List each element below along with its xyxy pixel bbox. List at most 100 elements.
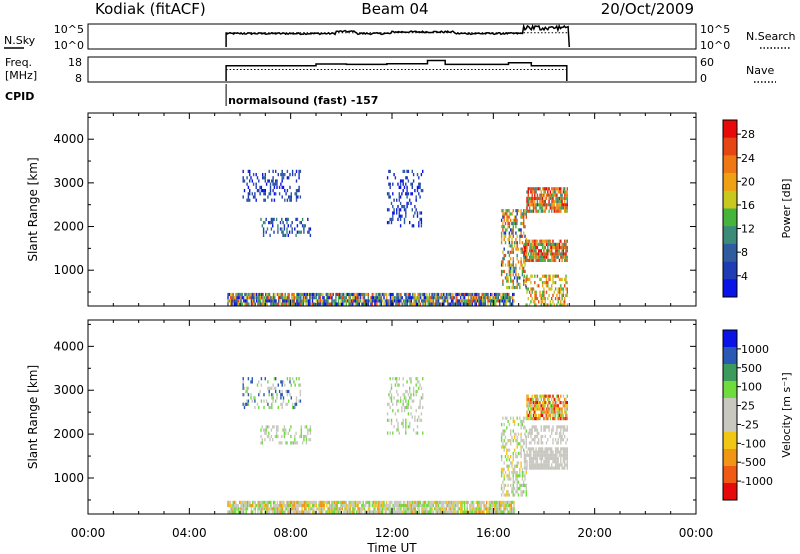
echo-cell — [283, 500, 285, 504]
x-tick-label: 12:00 — [375, 526, 410, 540]
echo-cell — [300, 230, 302, 234]
echo-cell — [398, 214, 400, 218]
echo-cell — [496, 507, 498, 511]
echo-cell — [287, 302, 289, 306]
y-axis-label: Slant Range [km] — [26, 157, 40, 261]
echo-cell — [554, 274, 557, 278]
echo-cell — [356, 296, 358, 300]
echo-cell — [562, 303, 565, 307]
echo-cell — [255, 292, 258, 297]
echo-cell — [389, 431, 391, 435]
echo-cell — [278, 302, 280, 306]
echo-cell — [304, 434, 306, 439]
echo-cell — [557, 242, 559, 246]
echo-cell — [392, 402, 394, 406]
echo-cell — [258, 296, 260, 300]
echo-cell — [379, 299, 381, 303]
echo-cell — [357, 296, 359, 300]
echo-cell — [378, 504, 380, 508]
echo-cell — [534, 450, 536, 454]
echo-region-1 — [242, 377, 302, 410]
echo-cell — [534, 394, 536, 398]
echo-cell — [272, 507, 275, 511]
echo-cell — [548, 466, 550, 470]
echo-cell — [241, 510, 243, 514]
echo-cell — [489, 507, 492, 511]
echo-cell — [352, 500, 354, 504]
echo-cell — [549, 246, 552, 250]
echo-cell — [255, 198, 257, 202]
echo-cell — [561, 466, 563, 470]
echo-cell — [343, 500, 345, 504]
echo-cell — [294, 510, 297, 514]
echo-cell — [531, 456, 533, 461]
echo-cell — [327, 299, 329, 303]
echo-cell — [535, 249, 537, 253]
echo-cell — [447, 296, 449, 300]
echo-cell — [536, 404, 539, 408]
echo-cell — [510, 416, 512, 420]
echo-cell — [531, 239, 533, 243]
echo-cell — [407, 201, 410, 205]
echo-cell — [406, 292, 409, 297]
echo-cell — [302, 302, 305, 306]
echo-cell — [403, 169, 406, 173]
echo-cell — [315, 292, 318, 297]
echo-cell — [376, 292, 379, 297]
echo-cell — [396, 507, 398, 511]
echo-cell — [516, 490, 518, 494]
echo-cell — [535, 425, 537, 429]
echo-cell — [309, 504, 311, 508]
echo-cell — [447, 292, 449, 297]
echo-cell — [409, 389, 411, 394]
echo-cell — [437, 299, 440, 303]
echo-cell — [293, 299, 295, 303]
echo-cell — [277, 173, 279, 177]
echo-cell — [291, 173, 294, 177]
echo-cell — [562, 413, 565, 417]
echo-cell — [510, 500, 513, 504]
echo-cell — [420, 396, 423, 400]
echo-cell — [418, 510, 420, 514]
colorbar-tick-label: 500 — [741, 362, 762, 375]
echo-cell — [511, 461, 513, 465]
y-tick-label: 3000 — [53, 383, 84, 397]
echo-cell — [547, 413, 549, 417]
echo-cell — [439, 500, 441, 504]
echo-cell — [520, 445, 522, 449]
echo-cell — [504, 276, 507, 280]
echo-cell — [278, 296, 280, 300]
echo-cell — [547, 394, 549, 398]
echo-cell — [352, 292, 354, 297]
echo-cell — [313, 504, 315, 508]
echo-cell — [566, 281, 568, 285]
echo-cell — [526, 410, 528, 414]
echo-cell — [500, 231, 503, 235]
colorbar-segment — [723, 208, 737, 227]
echo-cell — [267, 179, 269, 183]
echo-cell — [532, 410, 535, 414]
echo-cell — [422, 169, 424, 173]
echo-cell — [489, 292, 492, 297]
echo-cell — [554, 413, 557, 417]
echo-cell — [463, 510, 466, 514]
echo-cell — [358, 500, 360, 504]
echo-cell — [426, 299, 428, 303]
echo-cell — [268, 431, 270, 435]
echo-cell — [331, 500, 333, 504]
echo-cell — [240, 504, 242, 508]
echo-cell — [241, 504, 243, 508]
echo-cell — [473, 296, 475, 300]
echo-cell — [534, 401, 536, 405]
echo-cell — [313, 292, 315, 297]
echo-cell — [286, 221, 288, 225]
echo-cell — [415, 302, 418, 306]
echo-cell — [386, 431, 389, 435]
echo-cell — [504, 445, 507, 449]
echo-cell — [380, 292, 383, 297]
echo-cell — [556, 209, 558, 213]
echo-cell — [470, 510, 472, 514]
echo-cell — [428, 296, 431, 300]
echo-cell — [393, 510, 396, 514]
echo-cell — [470, 302, 472, 306]
